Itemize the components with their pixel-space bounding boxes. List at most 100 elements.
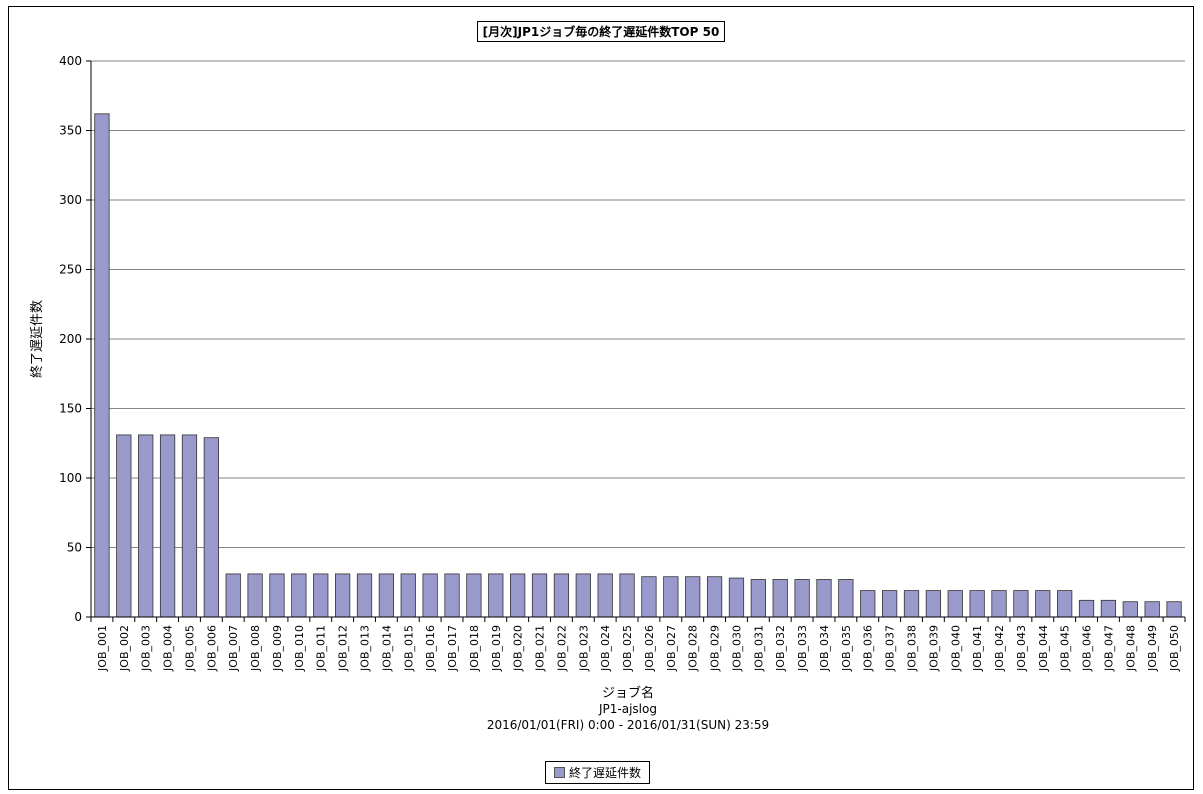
bar-job_012: [334, 573, 351, 618]
x-tick-label-job_032: JOB_032: [774, 625, 787, 672]
bar-job_031: [750, 579, 766, 618]
bar-job_047: [1100, 599, 1117, 618]
y-tick-label: 300: [59, 193, 82, 207]
bar-job_042: [991, 590, 1007, 618]
y-tick-label: 200: [59, 332, 82, 346]
x-tick-labels: JOB_001 JOB_002 JOB_003 JOB_004 JOB_005 JOB_0…: [96, 625, 1181, 672]
bar-job_039: [925, 590, 942, 618]
chart-frame: 0 50 100 150 200 250 300 350 400 JOB_001 JOB_002 J…: [8, 6, 1194, 790]
y-tick-label: 100: [59, 471, 82, 485]
bar-job_028: [685, 576, 701, 618]
bar-job_045: [1057, 590, 1073, 618]
x-axis-sublabel-source: JP1-ajslog: [598, 702, 657, 716]
bar-job_026: [641, 576, 657, 618]
bars: [94, 113, 1182, 618]
legend-label: 終了遅延件数: [569, 766, 642, 780]
x-tick-label-job_033: JOB_033: [796, 625, 809, 672]
x-tick-label-job_048: JOB_048: [1124, 625, 1137, 672]
x-tick-label-job_042: JOB_042: [993, 625, 1006, 672]
bar-job_040: [947, 590, 963, 618]
x-tick-label-job_041: JOB_041: [971, 625, 984, 672]
gridlines: [86, 60, 1186, 622]
bar-job_022: [553, 573, 570, 618]
bar-job_038: [903, 590, 920, 618]
x-tick-label-job_017: JOB_017: [446, 625, 459, 672]
bar-job_050: [1166, 601, 1182, 618]
bar-job_030: [728, 577, 745, 618]
bar-job_011: [313, 573, 329, 618]
x-tick-label-job_020: JOB_020: [512, 625, 525, 672]
bar-job_027: [663, 576, 679, 618]
x-tick-label-job_019: JOB_019: [490, 625, 503, 672]
bar-job_018: [466, 573, 482, 618]
x-tick-label-job_022: JOB_022: [555, 625, 568, 672]
y-tick-label: 400: [59, 54, 82, 68]
x-tick-label-job_040: JOB_040: [949, 625, 962, 672]
bar-job_001: [94, 113, 110, 618]
bar-job_041: [969, 590, 985, 618]
bar-job_010: [291, 573, 307, 618]
bar-job_008: [247, 573, 263, 618]
bar-job_014: [378, 573, 395, 618]
x-axis-sublabel-period: 2016/01/01(FRI) 0:00 - 2016/01/31(SUN) 2…: [487, 718, 769, 732]
x-tick-label-job_011: JOB_011: [315, 625, 328, 672]
bar-job_034: [816, 579, 832, 618]
bar-job_020: [510, 573, 526, 618]
x-tick-label-job_025: JOB_025: [621, 625, 634, 672]
x-tick-label-job_045: JOB_045: [1059, 625, 1072, 672]
bar-job_005: [181, 434, 198, 618]
bar-job_015: [400, 573, 416, 618]
x-tick-label-job_024: JOB_024: [599, 625, 612, 672]
bar-job_049: [1144, 601, 1160, 618]
y-axis-label: 終了遅延件数: [29, 300, 45, 378]
legend: 終了遅延件数: [545, 761, 651, 784]
x-tick-label-job_026: JOB_026: [643, 625, 656, 672]
bar-job_021: [531, 573, 548, 618]
x-tick-label-job_030: JOB_030: [730, 625, 743, 672]
x-tick-label-job_016: JOB_016: [424, 625, 437, 672]
x-tick-label-job_049: JOB_049: [1146, 625, 1159, 672]
bar-job_019: [488, 573, 504, 618]
x-tick-label-job_044: JOB_044: [1037, 625, 1050, 672]
bar-job_025: [619, 573, 635, 618]
bar-job_009: [269, 573, 285, 618]
x-tick-label-job_004: JOB_004: [162, 625, 175, 672]
bar-job_044: [1035, 590, 1051, 618]
bar-job_032: [772, 579, 788, 618]
bar-job_003: [138, 434, 154, 618]
x-tick-label-job_012: JOB_012: [337, 625, 350, 672]
x-tick-label-job_039: JOB_039: [927, 625, 940, 672]
x-tick-label-job_043: JOB_043: [1015, 625, 1028, 672]
axes: [90, 61, 1185, 618]
bar-job_043: [1013, 590, 1029, 618]
y-tick-label: 0: [74, 610, 82, 624]
x-tick-label-job_029: JOB_029: [709, 625, 722, 672]
y-tick-label: 350: [59, 124, 82, 138]
x-tick-label-job_005: JOB_005: [183, 625, 196, 672]
bar-job_004: [159, 434, 176, 618]
bar-job_048: [1122, 601, 1138, 618]
x-tick-label-job_001: JOB_001: [96, 625, 109, 672]
bar-job_002: [116, 434, 132, 618]
bar-job_037: [881, 590, 898, 618]
x-tick-label-job_006: JOB_006: [205, 625, 218, 672]
bar-job_007: [225, 573, 241, 618]
y-tick-labels: 0 50 100 150 200 250 300 350 400: [59, 54, 82, 624]
x-tick-label-job_023: JOB_023: [577, 625, 590, 672]
x-tick-label-job_038: JOB_038: [906, 625, 919, 672]
bar-job_036: [860, 590, 876, 618]
y-tick-label: 150: [59, 402, 82, 416]
x-tick-label-job_037: JOB_037: [884, 625, 897, 672]
x-tick-label-job_050: JOB_050: [1168, 625, 1181, 672]
bar-job_023: [575, 573, 591, 618]
bar-job_017: [444, 573, 460, 618]
x-tick-label-job_035: JOB_035: [840, 625, 853, 672]
bar-job_013: [356, 573, 373, 618]
x-tick-label-job_021: JOB_021: [534, 625, 547, 672]
x-tick-label-job_010: JOB_010: [293, 625, 306, 672]
x-tick-label-job_031: JOB_031: [752, 625, 765, 672]
x-tick-label-job_007: JOB_007: [227, 625, 240, 672]
x-tick-label-job_009: JOB_009: [271, 625, 284, 672]
bar-job_029: [706, 576, 723, 618]
